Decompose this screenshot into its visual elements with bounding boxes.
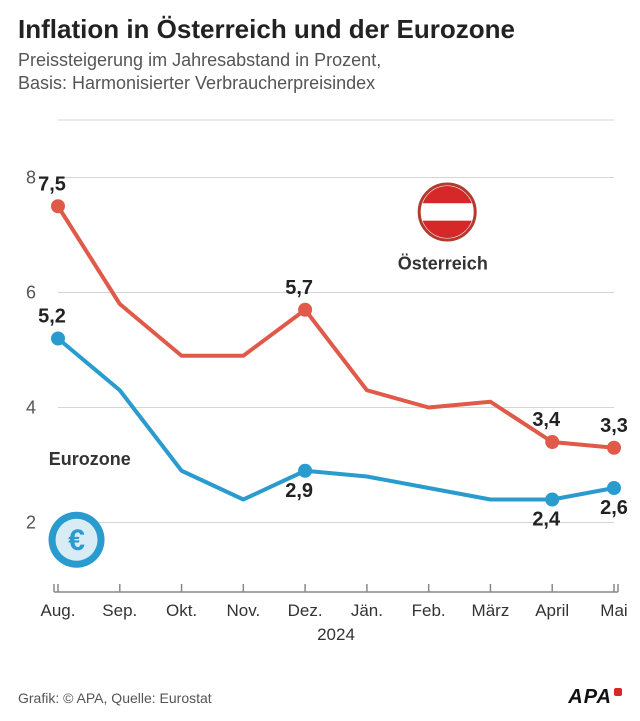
apa-logo-text: APA <box>568 686 612 709</box>
credit-text: Grafik: © APA, Quelle: Eurostat <box>18 690 212 706</box>
svg-text:Jän.: Jän. <box>351 601 383 620</box>
apa-logo-dot <box>614 688 622 696</box>
footer: Grafik: © APA, Quelle: Eurostat APA <box>18 686 622 709</box>
svg-text:Feb.: Feb. <box>412 601 446 620</box>
svg-text:Dez.: Dez. <box>288 601 323 620</box>
svg-text:7,5: 7,5 <box>38 173 66 195</box>
svg-text:3,4: 3,4 <box>532 409 561 431</box>
svg-text:2: 2 <box>26 513 36 533</box>
svg-text:5,7: 5,7 <box>285 277 313 299</box>
svg-text:€: € <box>68 524 85 557</box>
svg-text:2,4: 2,4 <box>532 509 561 531</box>
svg-text:Österreich: Österreich <box>398 254 488 274</box>
svg-text:März: März <box>472 601 510 620</box>
page-subtitle: Preissteigerung im Jahresabstand in Proz… <box>0 49 640 106</box>
svg-text:Mai: Mai <box>600 601 627 620</box>
inflation-chart: 2 4 6 8 Aug. Sep. Okt. Nov. Dez. Jän. Feb. März Apri… <box>0 110 640 650</box>
svg-text:3,3: 3,3 <box>600 415 628 437</box>
svg-text:Okt.: Okt. <box>166 601 197 620</box>
svg-text:Eurozone: Eurozone <box>49 449 131 469</box>
svg-text:4: 4 <box>26 398 36 418</box>
svg-text:April: April <box>535 601 569 620</box>
svg-text:Aug.: Aug. <box>41 601 76 620</box>
svg-text:Sep.: Sep. <box>102 601 137 620</box>
apa-logo: APA <box>568 686 622 709</box>
page-title: Inflation in Österreich und der Eurozone <box>0 0 640 49</box>
svg-text:2024: 2024 <box>317 625 355 644</box>
svg-text:2,6: 2,6 <box>600 497 628 519</box>
svg-text:2,9: 2,9 <box>285 480 313 502</box>
svg-text:5,2: 5,2 <box>38 306 66 328</box>
svg-text:Nov.: Nov. <box>226 601 260 620</box>
svg-text:8: 8 <box>26 168 36 188</box>
svg-text:6: 6 <box>26 283 36 303</box>
